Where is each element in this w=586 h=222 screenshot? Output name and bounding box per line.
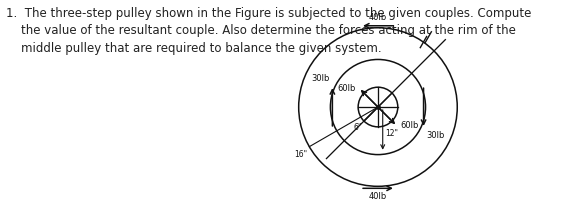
Text: 40lb: 40lb — [369, 13, 387, 22]
Text: 6": 6" — [353, 123, 362, 132]
Text: 60lb: 60lb — [337, 84, 356, 93]
Text: 60lb: 60lb — [400, 121, 419, 130]
Text: 30lb: 30lb — [427, 131, 445, 140]
Text: 40lb: 40lb — [369, 192, 387, 201]
Text: 16": 16" — [294, 150, 307, 159]
Text: 12": 12" — [385, 129, 398, 138]
Text: 30lb: 30lb — [311, 74, 329, 83]
Text: 1.  The three-step pulley shown in the Figure is subjected to the given couples.: 1. The three-step pulley shown in the Fi… — [6, 7, 532, 55]
